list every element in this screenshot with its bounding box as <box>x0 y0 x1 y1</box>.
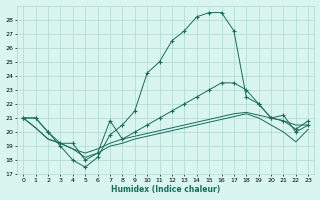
X-axis label: Humidex (Indice chaleur): Humidex (Indice chaleur) <box>111 185 220 194</box>
